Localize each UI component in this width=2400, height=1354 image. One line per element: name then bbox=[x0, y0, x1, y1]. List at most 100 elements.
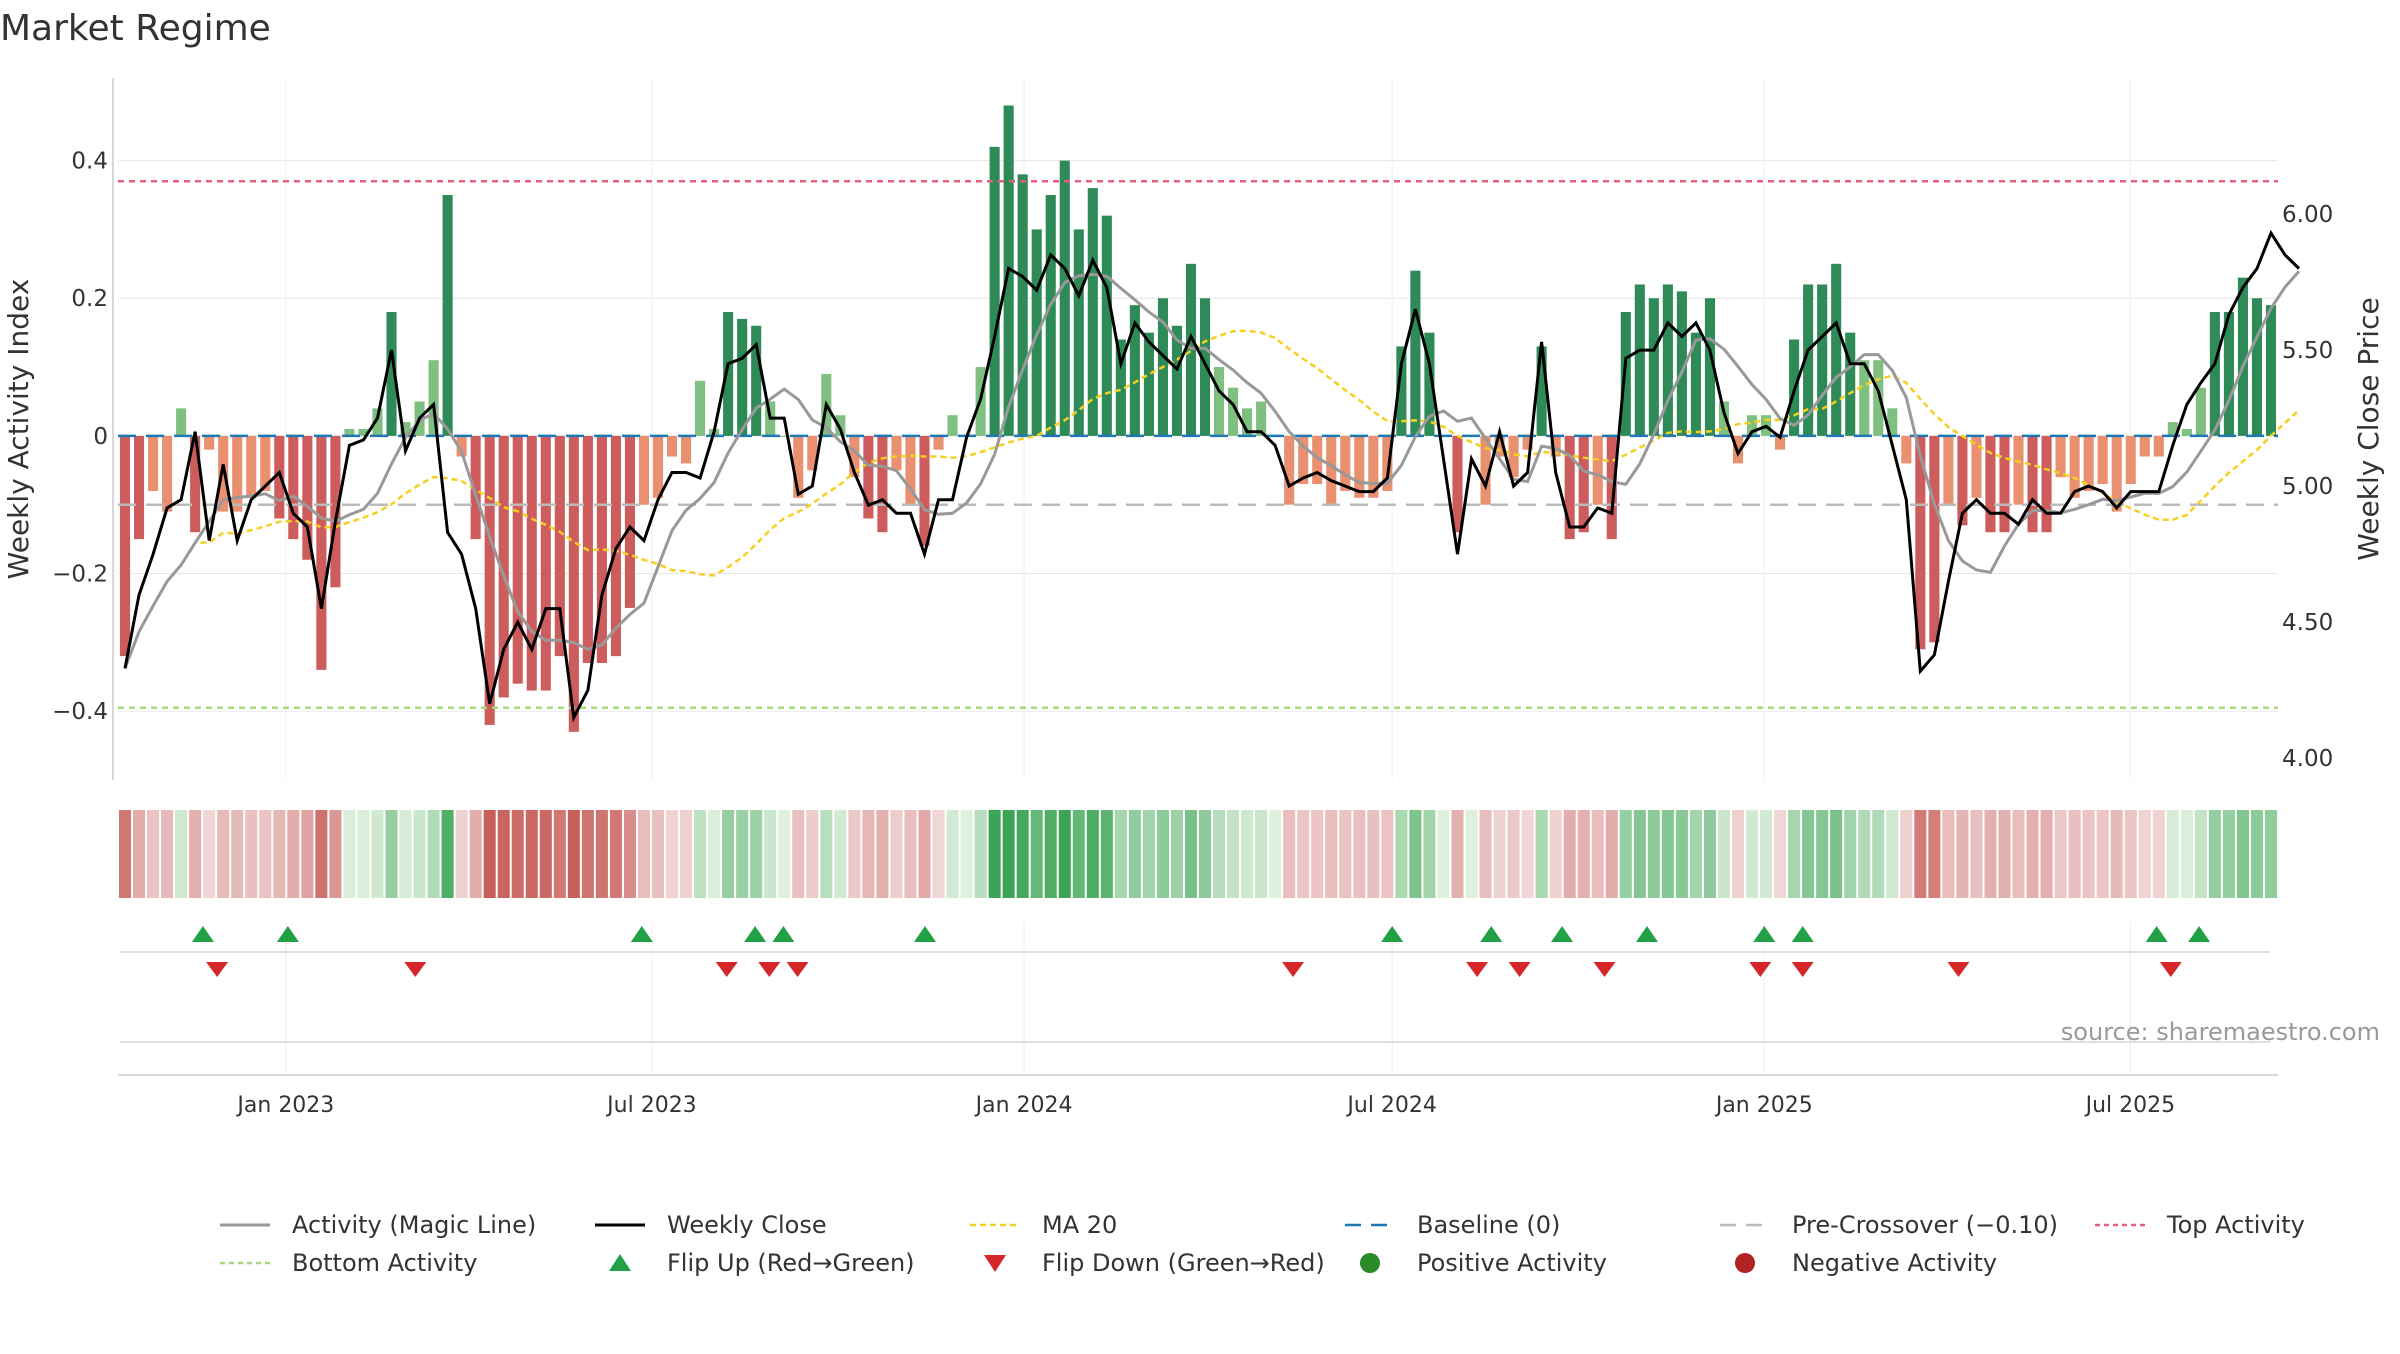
activity-bar bbox=[2083, 435, 2094, 491]
regime-strip-cell bbox=[1731, 810, 1745, 898]
activity-bar bbox=[162, 435, 173, 512]
flip-down-marker bbox=[786, 962, 809, 977]
activity-bar bbox=[1508, 435, 1519, 478]
activity-bar bbox=[849, 435, 860, 478]
activity-bar bbox=[947, 415, 958, 436]
regime-strip-cell bbox=[1619, 810, 1632, 898]
regime-strip-cell bbox=[1928, 810, 1941, 898]
right-tick-label: 4.50 bbox=[2282, 610, 2333, 636]
activity-bar bbox=[681, 435, 692, 464]
activity-bar bbox=[652, 435, 664, 498]
activity-bar bbox=[386, 312, 397, 436]
regime-strip-cell bbox=[1283, 810, 1296, 898]
regime-strip-cell bbox=[722, 810, 735, 898]
activity-bar bbox=[1298, 435, 1309, 485]
legend-item: Pre-Crossover (−0.10) bbox=[1720, 1211, 2058, 1239]
activity-bar bbox=[666, 435, 678, 457]
regime-strip-cell bbox=[1002, 810, 1015, 898]
regime-strip-cell bbox=[946, 810, 959, 898]
regime-strip-cell bbox=[1577, 810, 1590, 898]
activity-bar bbox=[1971, 435, 1982, 498]
regime-strip-cell bbox=[1493, 810, 1506, 898]
activity-bar bbox=[1550, 435, 1561, 457]
regime-strip-cell bbox=[469, 810, 482, 898]
regime-strip-cell bbox=[1198, 810, 1212, 898]
right-axis-title: Weekly Close Price bbox=[2352, 297, 2385, 560]
regime-strip-cell bbox=[525, 810, 538, 898]
regime-strip-cell bbox=[792, 810, 805, 898]
regime-strip-cell bbox=[427, 810, 440, 898]
regime-strip-cell bbox=[708, 810, 721, 898]
regime-strip-cell bbox=[2194, 810, 2207, 898]
right-tick-label: 5.00 bbox=[2282, 474, 2333, 500]
activity-bar bbox=[1985, 435, 1996, 533]
activity-bar bbox=[456, 435, 467, 457]
regime-strip-cell bbox=[1423, 810, 1436, 898]
regime-strip-cell bbox=[1030, 810, 1043, 898]
activity-bar bbox=[218, 435, 229, 512]
activity-bar bbox=[2069, 435, 2080, 498]
regime-strip-cell bbox=[1970, 810, 1983, 898]
regime-strip-cell bbox=[2110, 810, 2123, 898]
regime-strip-cell bbox=[918, 810, 931, 898]
regime-strip-cell bbox=[581, 810, 594, 898]
regime-strip-cell bbox=[133, 810, 146, 898]
regime-strip-cell bbox=[1760, 810, 1773, 898]
activity-bar bbox=[1199, 298, 1211, 436]
activity-bar bbox=[1746, 415, 1758, 436]
activity-bar bbox=[1564, 435, 1575, 540]
regime-strip-cell bbox=[1647, 810, 1660, 898]
flip-up-marker bbox=[1480, 926, 1503, 942]
legend-item: MA 20 bbox=[970, 1211, 1117, 1239]
activity-bar bbox=[1017, 174, 1028, 436]
regime-strip-cell bbox=[665, 810, 679, 898]
regime-strip-cell bbox=[1858, 810, 1871, 898]
legend-item: Top Activity bbox=[2095, 1211, 2305, 1239]
regime-strip-cell bbox=[357, 810, 370, 898]
activity-bar bbox=[1101, 215, 1112, 436]
activity-bar bbox=[358, 429, 369, 436]
regime-strip-cell bbox=[2082, 810, 2095, 898]
legend-item: Bottom Activity bbox=[220, 1249, 477, 1277]
activity-bar bbox=[933, 435, 944, 450]
activity-bar bbox=[1396, 346, 1407, 436]
left-tick-label: −0.4 bbox=[52, 699, 108, 725]
activity-bar bbox=[260, 435, 271, 491]
regime-strip-cell bbox=[694, 810, 707, 898]
flip-up-marker bbox=[191, 926, 214, 942]
activity-bar bbox=[1087, 188, 1098, 436]
regime-strip-cell bbox=[890, 810, 903, 898]
regime-strip-cell bbox=[1872, 810, 1885, 898]
regime-strip-cell bbox=[259, 810, 272, 898]
activity-bar bbox=[1915, 435, 1926, 650]
regime-strip-cell bbox=[2180, 810, 2193, 898]
regime-strip-cell bbox=[1914, 810, 1927, 898]
regime-strip-cell bbox=[1465, 810, 1478, 898]
regime-strip-cell bbox=[1100, 810, 1113, 898]
regime-strip-cell bbox=[1437, 810, 1450, 898]
regime-strip-cell bbox=[511, 810, 524, 898]
activity-bar bbox=[1634, 284, 1645, 436]
regime-strip-cell bbox=[1998, 810, 2011, 898]
activity-bar bbox=[835, 415, 846, 436]
activity-bar bbox=[863, 435, 874, 519]
activity-bar bbox=[1648, 298, 1659, 436]
activity-bar bbox=[1704, 298, 1715, 436]
flip-up-marker bbox=[2188, 926, 2211, 942]
activity-bar bbox=[695, 380, 706, 436]
regime-strip-cell bbox=[1549, 810, 1562, 898]
activity-bar bbox=[288, 435, 299, 540]
regime-strip-cell bbox=[609, 810, 622, 898]
regime-strip-cell bbox=[1956, 810, 1969, 898]
activity-bar bbox=[330, 435, 341, 588]
flip-up-marker bbox=[744, 926, 767, 942]
x-tick-label: Jul 2023 bbox=[605, 1093, 697, 1118]
flip-up-marker bbox=[2145, 926, 2168, 942]
activity-bar bbox=[1284, 435, 1295, 505]
regime-strip-cell bbox=[2138, 810, 2151, 898]
regime-strip-cell bbox=[1241, 810, 1254, 898]
activity-bar bbox=[512, 435, 523, 684]
activity-bar bbox=[779, 435, 790, 437]
activity-bar bbox=[470, 435, 481, 540]
